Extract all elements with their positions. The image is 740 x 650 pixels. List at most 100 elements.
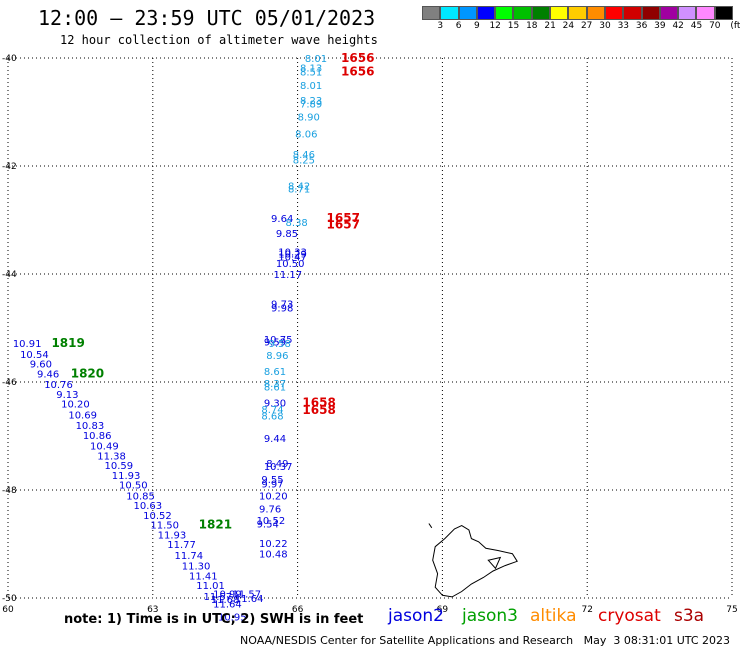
jason2-point-label: 9.98 <box>271 303 293 314</box>
jason2-point-label: 10.49 <box>90 442 119 453</box>
light-point-label: 8.06 <box>295 130 317 141</box>
legend-tick-label: 9 <box>474 21 480 31</box>
legend-tick-label: 12 <box>489 21 501 31</box>
footer-note: note: 1) Time is in UTC; 2) SWH is in fe… <box>64 612 364 627</box>
legend-tick-label: 27 <box>580 21 593 31</box>
legend-tick-label: 39 <box>654 21 666 31</box>
jason2-point-label: 10.50 <box>276 259 305 270</box>
legend-swatch <box>678 6 697 20</box>
light-point-label: 8.37 <box>264 379 286 390</box>
y-tick-label: -48 <box>2 486 17 496</box>
jason2-point-label: 8.49 <box>266 459 288 470</box>
cryosat-point-label: 1658 <box>302 403 335 417</box>
jason2-point-label: 9.44 <box>264 434 286 445</box>
jason2-point-label: 9.76 <box>259 504 281 515</box>
mission-label-altika: altika <box>530 606 577 626</box>
cryosat-point-label: 1656 <box>341 51 374 65</box>
jason2-point-label: 9.85 <box>276 229 298 240</box>
mission-label-jason3: jason3 <box>462 606 518 626</box>
jason2-point-label: 9.46 <box>37 369 59 380</box>
jason2-point-label: 11.93 <box>112 471 141 482</box>
legend-swatch <box>604 6 624 20</box>
legend-swatch <box>641 6 660 20</box>
jason2-point-label: 10.91 <box>13 339 42 350</box>
jason2-point-label: 10.99 <box>213 590 242 601</box>
legend-tick-label: 36 <box>635 21 648 31</box>
jason2-point-label: 10.95 <box>218 612 247 623</box>
footer-credit: NOAA/NESDIS Center for Satellite Applica… <box>240 634 731 647</box>
x-tick-label: 72 <box>581 605 592 615</box>
jason2-point-label: 10.20 <box>259 491 288 502</box>
y-tick-label: -44 <box>2 270 17 280</box>
jason2-point-label: 11.74 <box>175 551 204 562</box>
jason2-point-label: 9.64 <box>271 214 293 225</box>
light-point-label: 9.58 <box>269 339 291 350</box>
legend-swatch <box>458 6 477 20</box>
jason2-point-label: 10.52 <box>257 516 286 527</box>
legend-tick-label: 18 <box>526 21 538 31</box>
jason3-point-label: 1819 <box>51 336 84 350</box>
legend-tick-label: 6 <box>455 21 462 31</box>
jason2-point-label: 10.33 <box>278 247 307 258</box>
jason2-point-label: 9.97 <box>261 480 283 491</box>
jason2-point-label: 10.75 <box>264 335 293 346</box>
cryosat-point-label: 1658 <box>302 396 335 410</box>
kerguelen-coastline <box>432 525 518 598</box>
jason2-point-label: 11.64 <box>213 599 242 610</box>
kerguelen-islet <box>428 523 433 529</box>
legend-tick-label: 24 <box>562 21 575 31</box>
jason2-point-label: 11.41 <box>189 571 218 582</box>
jason2-point-label: 10.37 <box>264 462 293 473</box>
jason2-point-label: 10.29 <box>278 249 307 260</box>
jason2-point-label: 9.13 <box>56 390 78 401</box>
y-tick-label: -42 <box>2 162 17 172</box>
light-point-label: 8.96 <box>266 351 288 362</box>
jason3-point-label: 1820 <box>71 366 104 380</box>
y-tick-label: -46 <box>2 378 17 388</box>
jason2-point-label: 10.86 <box>83 431 112 442</box>
legend-swatch <box>531 6 551 20</box>
mission-label-jason2: jason2 <box>388 606 444 626</box>
jason2-point-label: 11.01 <box>196 581 225 592</box>
legend-unit: (ft) <box>730 21 740 31</box>
jason2-point-label: 9.54 <box>257 519 279 530</box>
jason2-point-label: 10.54 <box>20 350 49 361</box>
legend-swatch <box>550 6 569 20</box>
jason2-point-label: 11.57 <box>203 592 232 603</box>
jason2-point-label: 9.73 <box>271 300 293 311</box>
light-point-label: 8.13 <box>300 64 322 75</box>
light-point-label: 8.38 <box>286 218 308 229</box>
jason2-point-label: 10.69 <box>68 410 97 421</box>
jason2-point-label: 11.17 <box>273 270 302 281</box>
jason2-point-label: 9.59 <box>264 338 286 349</box>
chart-title: 12:00 — 23:59 UTC 05/01/2023 <box>38 6 376 30</box>
mission-label-s3a: s3a <box>674 606 705 626</box>
light-point-label: 8.42 <box>288 181 310 192</box>
jason2-point-label: 10.20 <box>61 400 90 411</box>
jason2-point-label: 11.30 <box>182 562 211 573</box>
legend-tick-label: 42 <box>672 21 684 31</box>
jason2-point-label: 10.47 <box>278 253 307 264</box>
legend-tick-label: 21 <box>544 21 556 31</box>
legend-swatch <box>568 6 587 20</box>
light-point-label: 8.51 <box>300 68 322 79</box>
legend-swatch <box>513 6 532 20</box>
jason2-point-label: 11.38 <box>97 451 126 462</box>
jason2-point-label: 10.59 <box>105 461 134 472</box>
legend-swatch <box>714 6 734 20</box>
legend-tick-label: 30 <box>599 21 611 31</box>
jason2-point-label: 10.76 <box>44 380 73 391</box>
jason2-point-label: 11.68 <box>211 595 240 606</box>
cryosat-point-label: 1657 <box>327 211 360 225</box>
y-tick-label: -50 <box>2 594 17 604</box>
legend-swatch <box>422 6 441 20</box>
jason2-point-label: 11.57 <box>232 590 261 601</box>
legend-swatch <box>623 6 642 20</box>
chart-subtitle: 12 hour collection of altimeter wave hei… <box>60 33 378 47</box>
jason2-point-label: 11.77 <box>167 540 196 551</box>
light-point-label: 8.90 <box>298 112 320 123</box>
